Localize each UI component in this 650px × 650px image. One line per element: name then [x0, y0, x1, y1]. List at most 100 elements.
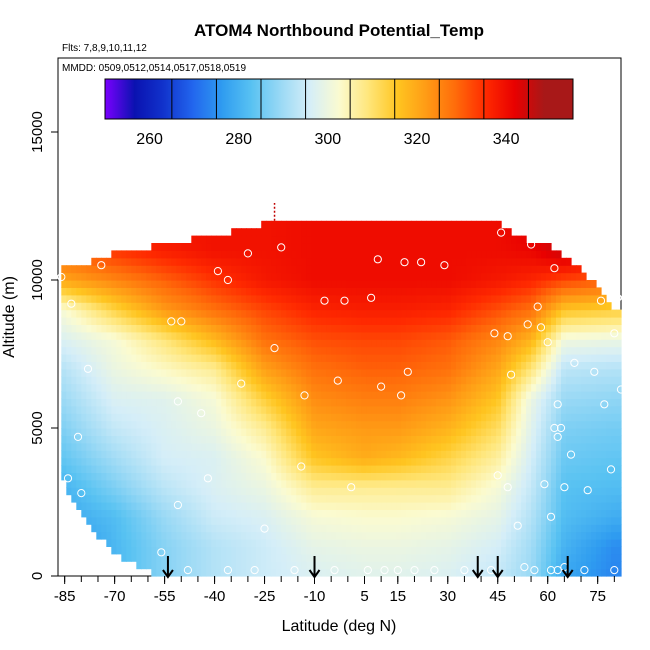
heatmap-cell	[236, 339, 242, 348]
heatmap-cell	[501, 524, 507, 533]
heatmap-cell	[371, 309, 377, 318]
heatmap-cell	[416, 324, 422, 333]
heatmap-cell	[166, 487, 172, 496]
heatmap-cell	[151, 413, 157, 422]
heatmap-cell	[371, 442, 377, 451]
heatmap-cell	[261, 553, 267, 562]
heatmap-cell	[151, 561, 157, 570]
heatmap-cell	[181, 553, 187, 562]
heatmap-cell	[321, 294, 327, 303]
heatmap-cell	[251, 487, 257, 496]
heatmap-cell	[426, 235, 432, 244]
heatmap-cell	[346, 568, 352, 577]
heatmap-cell	[206, 361, 212, 370]
heatmap-cell	[501, 516, 507, 525]
heatmap-cell	[296, 516, 302, 525]
heatmap-cell	[571, 280, 577, 288]
heatmap-cell	[556, 450, 562, 459]
heatmap-cell	[211, 235, 217, 244]
heatmap-cell	[246, 561, 252, 570]
heatmap-cell	[441, 324, 447, 333]
heatmap-cell	[396, 391, 402, 399]
heatmap-cell	[206, 376, 212, 385]
heatmap-cell	[141, 376, 147, 385]
heatmap-cell	[576, 302, 582, 311]
heatmap-cell	[491, 494, 497, 503]
heatmap-cell	[491, 250, 497, 259]
heatmap-cell	[461, 280, 467, 288]
heatmap-cell	[376, 243, 382, 251]
heatmap-cell	[421, 265, 427, 274]
heatmap-cell	[386, 228, 392, 237]
heatmap-cell	[556, 317, 562, 325]
heatmap-cell	[281, 546, 287, 555]
heatmap-cell	[451, 324, 457, 333]
heatmap-cell	[296, 435, 302, 444]
heatmap-cell	[341, 502, 347, 510]
heatmap-cell	[316, 561, 322, 570]
heatmap-cell	[541, 391, 547, 399]
heatmap-cell	[411, 561, 417, 570]
heatmap-cell	[496, 383, 502, 392]
heatmap-cell	[476, 457, 482, 466]
heatmap-cell	[186, 243, 192, 251]
heatmap-cell	[371, 420, 377, 429]
heatmap-cell	[501, 420, 507, 429]
heatmap-cell	[311, 435, 317, 444]
heatmap-cell	[261, 524, 267, 533]
heatmap-cell	[211, 465, 217, 473]
heatmap-cell	[271, 272, 277, 281]
heatmap-cell	[396, 398, 402, 407]
heatmap-cell	[556, 398, 562, 407]
heatmap-cell	[566, 450, 572, 459]
heatmap-cell	[141, 553, 147, 562]
heatmap-cell	[421, 442, 427, 451]
heatmap-cell	[326, 391, 332, 399]
heatmap-cell	[176, 450, 182, 459]
heatmap-cell	[541, 420, 547, 429]
heatmap-cell	[81, 294, 87, 303]
heatmap-cell	[136, 302, 142, 311]
heatmap-cell	[246, 309, 252, 318]
heatmap-cell	[186, 287, 192, 296]
heatmap-cell	[171, 257, 177, 266]
heatmap-cell	[116, 524, 122, 533]
heatmap-cell	[71, 435, 77, 444]
heatmap-cell	[521, 531, 527, 540]
heatmap-cell	[576, 294, 582, 303]
heatmap-cell	[481, 368, 487, 377]
heatmap-cell	[71, 457, 77, 466]
heatmap-cell	[276, 250, 282, 259]
heatmap-cell	[91, 309, 97, 318]
heatmap-cell	[156, 243, 162, 251]
heatmap-cell	[346, 272, 352, 281]
heatmap-cell	[86, 272, 92, 281]
heatmap-cell	[321, 376, 327, 385]
heatmap-cell	[106, 331, 112, 340]
heatmap-cell	[101, 309, 107, 318]
heatmap-cell	[166, 539, 172, 547]
heatmap-cell	[181, 428, 187, 436]
heatmap-cell	[96, 354, 102, 362]
heatmap-cell	[441, 302, 447, 311]
heatmap-cell	[471, 524, 477, 533]
heatmap-cell	[151, 487, 157, 496]
heatmap-cell	[416, 509, 422, 518]
heatmap-cell	[176, 442, 182, 451]
heatmap-cell	[441, 420, 447, 429]
heatmap-cell	[286, 546, 292, 555]
heatmap-cell	[76, 472, 82, 481]
heatmap-cell	[191, 524, 197, 533]
heatmap-cell	[181, 405, 187, 414]
heatmap-cell	[481, 250, 487, 259]
heatmap-cell	[481, 457, 487, 466]
heatmap-cell	[511, 391, 517, 399]
heatmap-cell	[441, 457, 447, 466]
heatmap-cell	[381, 450, 387, 459]
heatmap-cell	[436, 391, 442, 399]
heatmap-cell	[586, 516, 592, 525]
heatmap-cell	[306, 487, 312, 496]
heatmap-cell	[221, 317, 227, 325]
heatmap-cell	[426, 553, 432, 562]
heatmap-cell	[446, 428, 452, 436]
